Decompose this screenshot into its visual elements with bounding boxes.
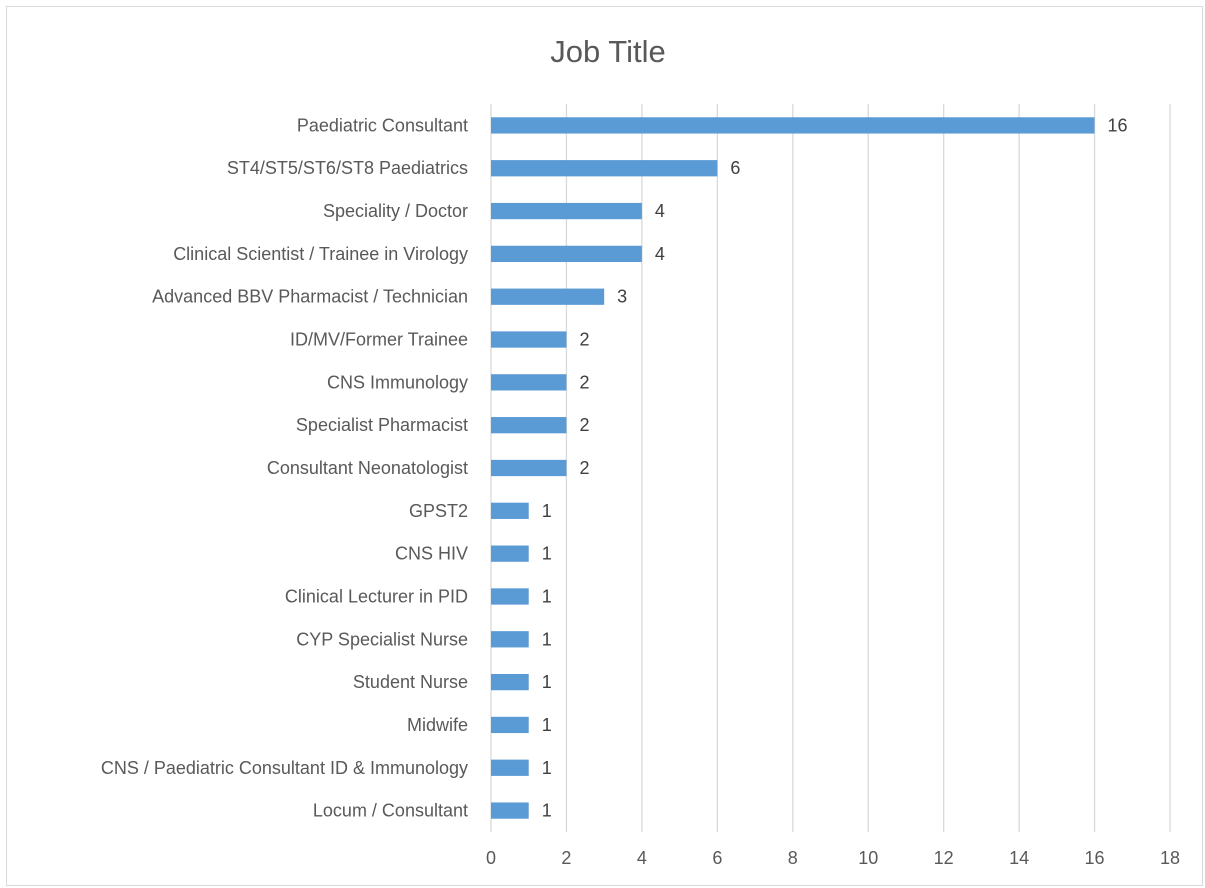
bar	[491, 673, 529, 691]
category-label: Student Nurse	[353, 672, 468, 692]
x-tick-label: 10	[858, 848, 878, 868]
data-label: 2	[579, 330, 589, 350]
bar	[491, 374, 567, 391]
category-labels: Paediatric Consultant ST4/ST5/ST6/ST8 Pae…	[101, 115, 468, 820]
chart-title: Job Title	[550, 34, 665, 69]
data-label: 1	[542, 758, 552, 778]
bars	[491, 117, 1095, 819]
x-tick-label: 14	[1009, 848, 1029, 868]
data-label: 6	[730, 158, 740, 178]
data-label: 1	[542, 544, 552, 564]
data-label: 4	[655, 244, 665, 264]
category-label: Advanced BBV Pharmacist / Technician	[152, 287, 468, 307]
bar	[491, 459, 567, 477]
category-label: Midwife	[407, 715, 468, 735]
data-labels: 16 6 4 4 3 2 2 2 2 1 1 1 1 1 1 1 1	[542, 115, 1128, 820]
category-label: Consultant Neonatologist	[267, 458, 468, 478]
x-tick-label: 16	[1085, 848, 1105, 868]
category-label: Speciality / Doctor	[323, 201, 468, 221]
data-label: 2	[579, 415, 589, 435]
x-tick-label: 4	[637, 848, 647, 868]
data-label: 3	[617, 287, 627, 307]
x-tick-label: 6	[712, 848, 722, 868]
data-label: 1	[542, 715, 552, 735]
category-label: CNS / Paediatric Consultant ID & Immunol…	[101, 758, 468, 778]
x-tick-label: 12	[934, 848, 954, 868]
bar	[491, 160, 718, 177]
bar	[491, 802, 529, 819]
bar	[491, 331, 567, 348]
x-tick-label: 18	[1160, 848, 1180, 868]
data-label: 1	[542, 629, 552, 649]
category-label: CNS HIV	[395, 544, 468, 564]
data-label: 16	[1108, 115, 1128, 135]
data-label: 2	[579, 458, 589, 478]
data-label: 2	[579, 372, 589, 392]
category-label: CNS Immunology	[327, 372, 468, 392]
chart-frame	[6, 6, 1203, 886]
bar	[491, 716, 529, 734]
data-label: 1	[542, 586, 552, 606]
category-label: CYP Specialist Nurse	[296, 629, 468, 649]
x-tick-label: 8	[788, 848, 798, 868]
bar	[491, 117, 1095, 134]
category-label: Paediatric Consultant	[297, 115, 468, 135]
category-label: ST4/ST5/ST6/ST8 Paediatrics	[227, 158, 468, 178]
bar	[491, 631, 529, 648]
data-label: 1	[542, 672, 552, 692]
bar	[491, 417, 567, 434]
bar	[491, 202, 642, 220]
category-label: ID/MV/Former Trainee	[290, 330, 468, 350]
bar	[491, 588, 529, 605]
category-label: GPST2	[409, 501, 468, 521]
x-tick-label: 2	[561, 848, 571, 868]
category-label: Clinical Scientist / Trainee in Virology	[173, 244, 468, 264]
data-label: 1	[542, 801, 552, 821]
bar	[491, 288, 605, 305]
bar	[491, 502, 529, 519]
x-axis-tick-labels: 0 2 4 6 8 10 12 14 16 18	[486, 848, 1180, 868]
gridlines	[490, 104, 1171, 832]
category-label: Clinical Lecturer in PID	[285, 586, 468, 606]
bar	[491, 245, 642, 263]
data-label: 4	[655, 201, 665, 221]
category-label: Locum / Consultant	[313, 801, 468, 821]
bar	[491, 545, 529, 562]
data-label: 1	[542, 501, 552, 521]
category-label: Specialist Pharmacist	[296, 415, 468, 435]
x-tick-label: 0	[486, 848, 496, 868]
bar	[491, 759, 529, 776]
